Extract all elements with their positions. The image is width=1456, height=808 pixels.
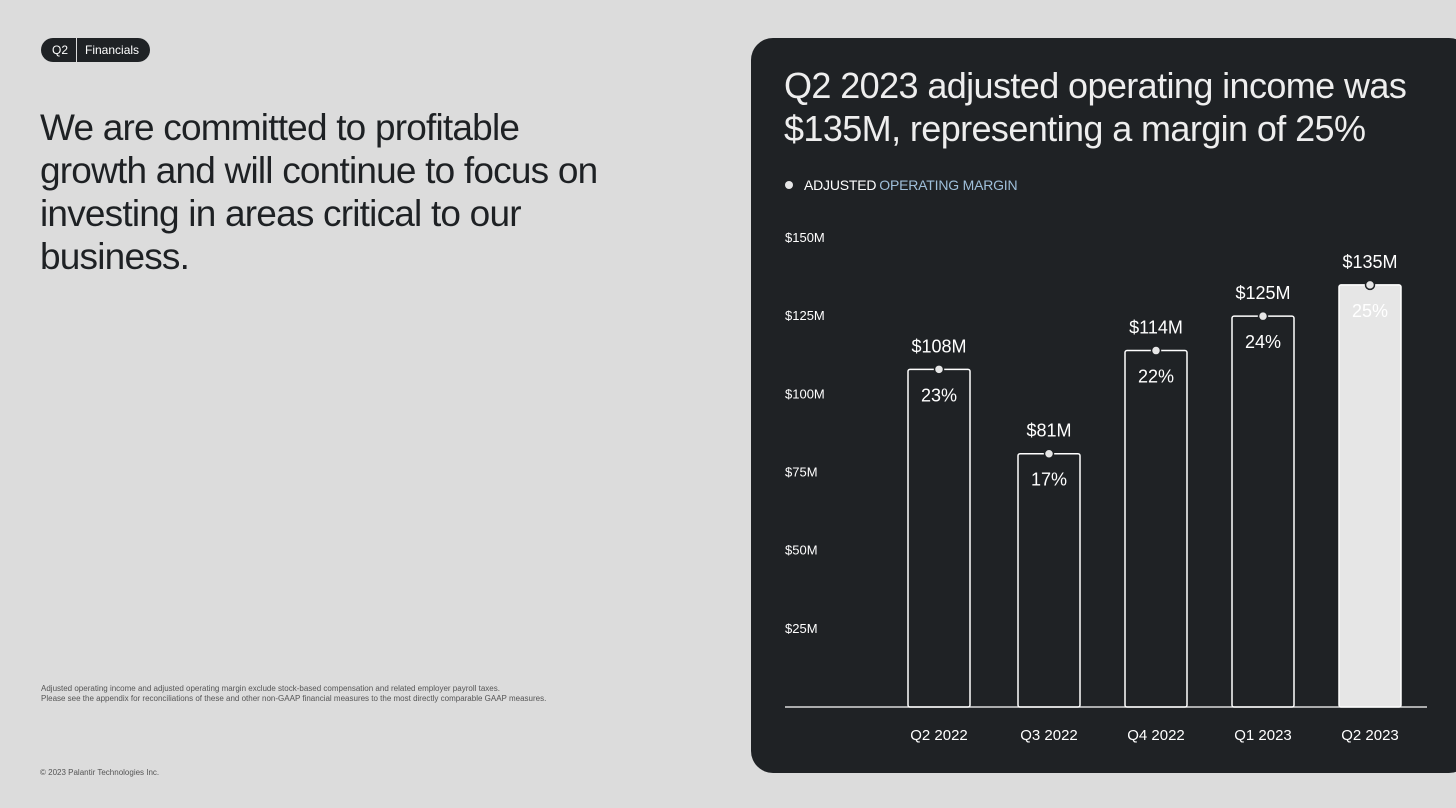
y-tick-label: $25M — [785, 621, 818, 636]
y-tick-label: $100M — [785, 386, 825, 401]
bar-value-label: $125M — [1235, 283, 1290, 303]
bar-margin-label: 25% — [1352, 301, 1388, 321]
bar-value-label: $81M — [1026, 421, 1071, 441]
x-tick-label: Q2 2023 — [1341, 727, 1399, 744]
x-tick-label: Q4 2022 — [1127, 727, 1185, 744]
quarter-label: Q2 — [41, 38, 78, 62]
bar-margin-label: 22% — [1138, 367, 1174, 387]
section-tag: Q2 Financials — [41, 38, 151, 62]
bar — [1231, 315, 1295, 708]
x-tick-label: Q3 2022 — [1020, 727, 1078, 744]
footnote-line-2: Please see the appendix for reconciliati… — [41, 694, 547, 703]
x-tick-label: Q1 2023 — [1234, 727, 1292, 744]
bar-marker-dot — [1043, 448, 1055, 459]
bar — [1017, 452, 1081, 708]
bar-marker-dot — [1364, 279, 1376, 291]
y-tick-label: $75M — [785, 465, 818, 480]
bar-margin-label: 17% — [1031, 470, 1067, 490]
footnote-line-1: Adjusted operating income and adjusted o… — [41, 684, 500, 693]
bar — [1338, 284, 1402, 708]
footnote: Adjusted operating income and adjusted o… — [41, 684, 691, 704]
legend-dot-icon — [785, 181, 793, 189]
bar-value-label: $135M — [1342, 252, 1397, 272]
headline: We are committed to profitable growth an… — [40, 107, 598, 277]
bar-marker-dot — [933, 364, 945, 375]
y-tick-label: $125M — [785, 308, 825, 323]
y-tick-label: $150M — [785, 230, 825, 245]
bar-value-label: $114M — [1129, 318, 1183, 338]
legend-prefix: ADJUSTED — [804, 177, 877, 193]
bar — [1124, 349, 1188, 708]
bar-value-label: $108M — [911, 336, 966, 356]
y-tick-label: $50M — [785, 543, 818, 558]
chart-title: Q2 2023 adjusted operating income was $1… — [784, 65, 1407, 149]
bar-marker-dot — [1150, 345, 1162, 356]
legend-suffix: OPERATING MARGIN — [879, 177, 1018, 193]
section-label: Financials — [85, 43, 140, 57]
bar-margin-label: 24% — [1245, 332, 1281, 352]
x-tick-label: Q2 2022 — [910, 727, 968, 744]
bar-margin-label: 23% — [921, 385, 957, 405]
chart-legend: ADJUSTED OPERATING MARGIN — [785, 177, 1018, 193]
bar — [907, 368, 971, 708]
copyright: © 2023 Palantir Technologies Inc. — [40, 768, 160, 777]
bar-marker-dot — [1257, 310, 1269, 322]
